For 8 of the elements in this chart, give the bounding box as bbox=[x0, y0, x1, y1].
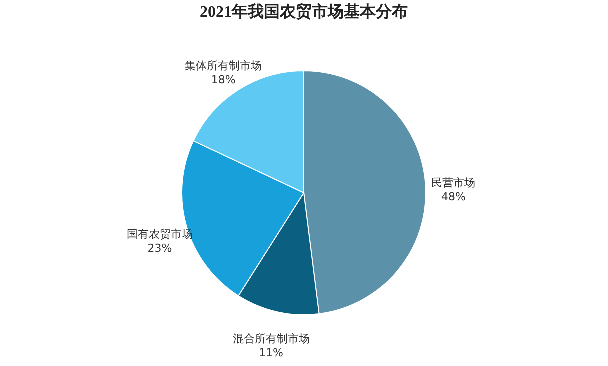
slice-label: 混合所有制市场 bbox=[232, 332, 310, 346]
chart-title: 2021年我国农贸市场基本分布 bbox=[200, 3, 408, 21]
slice-label: 民营市场 bbox=[432, 176, 476, 190]
data-label: 23% bbox=[148, 242, 172, 255]
slice-label: 集体所有制市场 bbox=[185, 59, 262, 72]
data-label: 18% bbox=[211, 73, 236, 86]
data-label: 11% bbox=[259, 346, 284, 360]
data-label: 48% bbox=[441, 190, 466, 204]
